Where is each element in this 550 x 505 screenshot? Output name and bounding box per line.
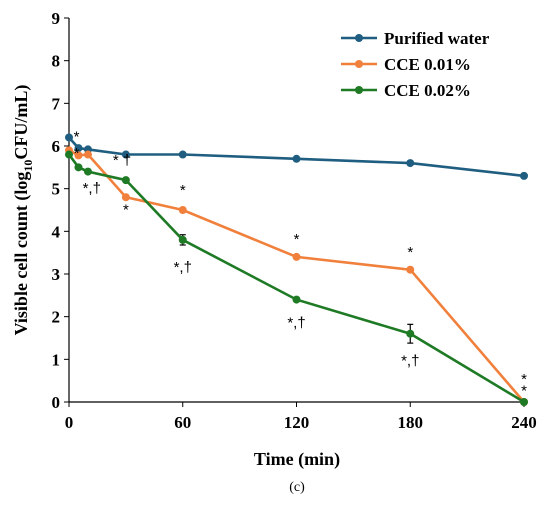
data-point [65,150,73,159]
significance-marker: * [521,383,527,400]
legend: Purified water CCE 0.01% CCE 0.02% [341,29,490,100]
y-axis-title: Visible cell count (log10CFU/mL) [11,85,35,336]
series-line [67,153,525,404]
data-point [292,154,301,163]
y-tick-label: 8 [52,52,61,71]
significance-marker: * † [113,152,131,169]
y-tick-label: 0 [52,393,61,412]
x-tick-label: 120 [284,413,310,432]
data-point [406,265,415,274]
series-line [68,149,525,403]
x-tick-label: 60 [174,413,191,432]
series-0 [65,133,528,180]
significance-marker: * [74,129,80,146]
significance-marker: * [180,182,186,199]
legend-label: CCE 0.02% [384,81,471,100]
significance-marker: *,† [174,259,192,276]
data-point [406,329,415,338]
x-tick-label: 0 [65,413,74,432]
axes [64,17,525,407]
legend-swatch-marker [355,34,363,42]
series [65,133,528,406]
legend-item: CCE 0.02% [341,81,471,100]
y-tick-label: 9 [52,9,61,28]
x-tick-label: 240 [511,413,537,432]
y-axis-title-sub: 10 [21,160,35,172]
y-tick-label: 1 [52,350,61,369]
significance-marker: * [521,371,527,388]
significance-marker: * [123,201,129,218]
legend-swatch-marker [355,86,363,94]
data-point [121,150,130,159]
x-axis-title: Time (min) [254,449,340,470]
data-point [292,252,301,261]
y-tick-label: 5 [52,180,61,199]
data-point [178,235,187,244]
significance-marker: *,† [287,314,305,331]
data-point [178,150,187,159]
data-point [65,133,73,142]
legend-label: Purified water [384,29,490,48]
x-tick-label: 180 [398,413,424,432]
series-1 [65,146,528,406]
data-point [520,398,528,406]
y-tick-label: 7 [52,94,61,113]
y-tick-label: 2 [52,308,61,327]
series-2 [65,150,528,406]
significance-marker: *,† [401,353,419,370]
y-tick-label: 4 [52,222,61,241]
data-point [292,295,301,304]
data-point [406,159,415,168]
y-axis-title-main: Visible cell count (log [11,172,32,336]
significance-marker: * [407,244,413,261]
y-tick-label: 3 [52,265,61,284]
data-point [520,171,528,180]
annotations: ***,†** †**,†**,†**,†** [74,129,527,400]
data-point [74,144,83,153]
data-point [74,163,83,172]
legend-item: Purified water [341,29,490,48]
data-point [83,167,92,176]
significance-marker: * [74,145,80,162]
significance-marker: *,† [83,180,101,197]
y-tick-label: 6 [52,137,61,156]
data-point [121,193,130,202]
legend-item: CCE 0.01% [341,55,471,74]
figure-caption: (c) [289,480,305,495]
data-point [83,150,92,159]
legend-swatch-marker [355,60,363,68]
tick-labels: 0 1 2 3 4 5 6 7 8 9 0 60 120 180 240 [52,9,537,432]
y-axis-title-suffix: CFU/mL) [11,85,32,160]
data-point [121,176,130,185]
legend-label: CCE 0.01% [384,55,471,74]
data-point [74,151,83,160]
significance-marker: * [294,231,300,248]
data-point [178,206,187,214]
